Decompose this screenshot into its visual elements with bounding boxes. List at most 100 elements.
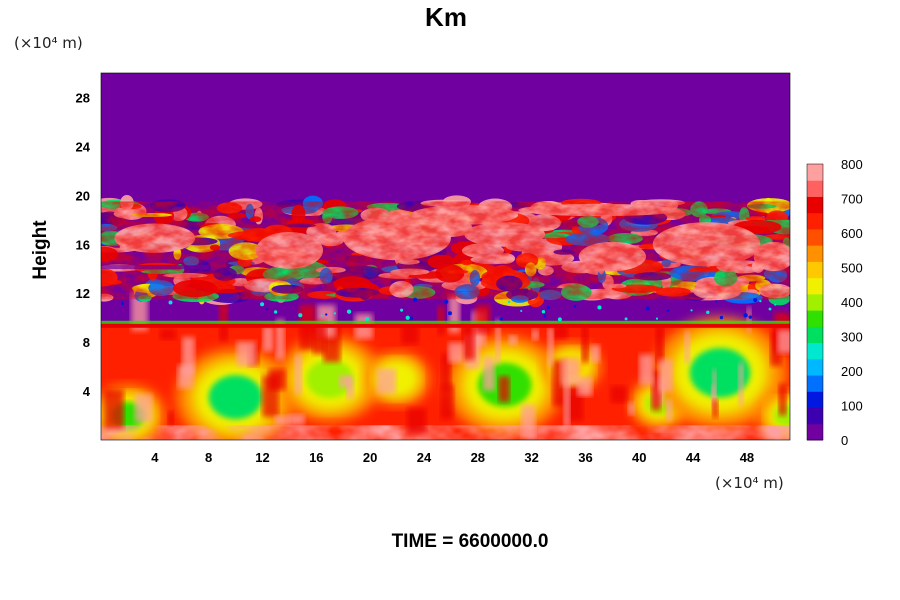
x-tick-label: 36 <box>578 450 592 465</box>
y-tick-label: 4 <box>83 384 91 399</box>
colorbar-swatch <box>807 212 823 230</box>
colorbar-tick-label: 200 <box>841 364 863 379</box>
gap-speck <box>748 315 753 319</box>
plume-filament <box>520 404 536 439</box>
y-tick-label: 20 <box>76 188 90 203</box>
gap-speck <box>690 309 693 312</box>
plume-filament <box>407 408 427 434</box>
plume-filament <box>376 368 397 394</box>
plume-filament <box>262 325 274 352</box>
gap-speck <box>557 317 562 322</box>
gap-speck <box>405 315 410 320</box>
plume-filament <box>658 359 673 392</box>
plume-filament <box>495 319 501 364</box>
plume-filament <box>711 385 716 411</box>
y-axis-ticks: 4 8 12 16 20 24 28 <box>76 90 91 399</box>
plume-filament <box>401 322 419 344</box>
colorbar-swatch <box>807 293 823 311</box>
gap-speck <box>365 316 370 321</box>
plume-filament <box>268 368 286 391</box>
gap-speck <box>273 310 278 314</box>
y-tick-label: 24 <box>76 139 91 154</box>
colorbar-border <box>806 163 824 441</box>
plume-filament <box>746 307 752 333</box>
plume-filament <box>560 358 580 386</box>
plume-filament <box>655 325 665 365</box>
plume-filament <box>338 375 351 388</box>
colorbar-tick-label: 400 <box>841 295 863 310</box>
gap-speck <box>706 310 710 314</box>
gap-speck <box>408 316 414 321</box>
gap-speck <box>298 313 303 318</box>
gap-speck <box>759 299 762 303</box>
plume-filament <box>628 402 635 416</box>
band-texture <box>101 201 790 300</box>
eddy-core <box>773 404 790 427</box>
gap-speck <box>413 297 418 302</box>
x-tick-label: 48 <box>740 450 754 465</box>
gap-speck <box>333 312 337 315</box>
eddy-core <box>306 359 354 399</box>
plume-filament <box>684 331 691 363</box>
x-tick-label: 8 <box>205 450 212 465</box>
plume-filament <box>651 369 661 411</box>
gap-speck <box>541 310 546 314</box>
colorbar: 0 100 200 300 400 500 600 700 800 <box>806 157 863 448</box>
plume-filament <box>590 344 601 363</box>
colorbar-swatch <box>807 196 823 214</box>
plume-filament <box>448 295 461 333</box>
plume-filament <box>462 324 475 360</box>
plume-filament <box>437 306 445 335</box>
plume-filament <box>665 399 673 421</box>
plume-filament <box>498 376 510 402</box>
plume-filament <box>312 321 327 354</box>
colorbar-tick-label: 100 <box>841 399 863 414</box>
colorbar-swatch <box>807 228 823 246</box>
gap-speck <box>325 313 328 316</box>
gap-speck <box>546 306 550 310</box>
colorbar-swatch <box>807 261 823 279</box>
colorbar-swatch <box>807 407 823 425</box>
gap-speck <box>520 309 523 312</box>
convective-top-red <box>101 323 790 328</box>
plume-filament <box>440 384 454 420</box>
colorbar-tick-label: 500 <box>841 261 863 276</box>
colorbar-swatch <box>807 391 823 409</box>
gap-speck <box>597 305 602 310</box>
x-tick-label: 44 <box>686 450 701 465</box>
time-annotation: TIME = 6600000.0 <box>391 531 549 552</box>
gap-speck <box>645 306 650 311</box>
y-tick-label: 28 <box>76 90 90 105</box>
plume-filament <box>482 356 496 391</box>
plume-filament <box>275 319 285 360</box>
x-tick-label: 28 <box>471 450 485 465</box>
x-axis-ticks: 4 8 12 16 20 24 28 32 36 40 44 48 <box>151 450 754 465</box>
x-tick-label: 4 <box>151 450 159 465</box>
gap-speck <box>260 302 265 307</box>
plume-filament <box>159 329 176 340</box>
gap-speck <box>543 314 547 318</box>
plume-filament <box>639 354 654 386</box>
x-tick-label: 12 <box>255 450 269 465</box>
bottom-boundary-layer <box>101 425 790 440</box>
gap-speck <box>753 297 758 303</box>
plume-filament <box>167 411 174 426</box>
colorbar-swatch <box>807 277 823 295</box>
gap-speck <box>444 299 449 304</box>
plume-filament <box>738 363 744 406</box>
y-tick-label: 16 <box>76 237 90 252</box>
gap-speck <box>346 309 352 314</box>
colorbar-swatch <box>807 180 823 197</box>
plume-filament <box>778 384 787 416</box>
colorbar-swatch <box>807 164 823 181</box>
x-tick-label: 20 <box>363 450 377 465</box>
plume-filament <box>103 389 124 429</box>
gap-speck <box>507 300 511 304</box>
gap-speck <box>168 300 173 305</box>
colorbar-swatch <box>807 375 823 392</box>
plume-filament <box>181 337 195 376</box>
plume-filament <box>288 414 305 425</box>
gap-speck <box>666 309 670 312</box>
x-tick-label: 32 <box>524 450 538 465</box>
chart-title: Km <box>425 2 467 32</box>
